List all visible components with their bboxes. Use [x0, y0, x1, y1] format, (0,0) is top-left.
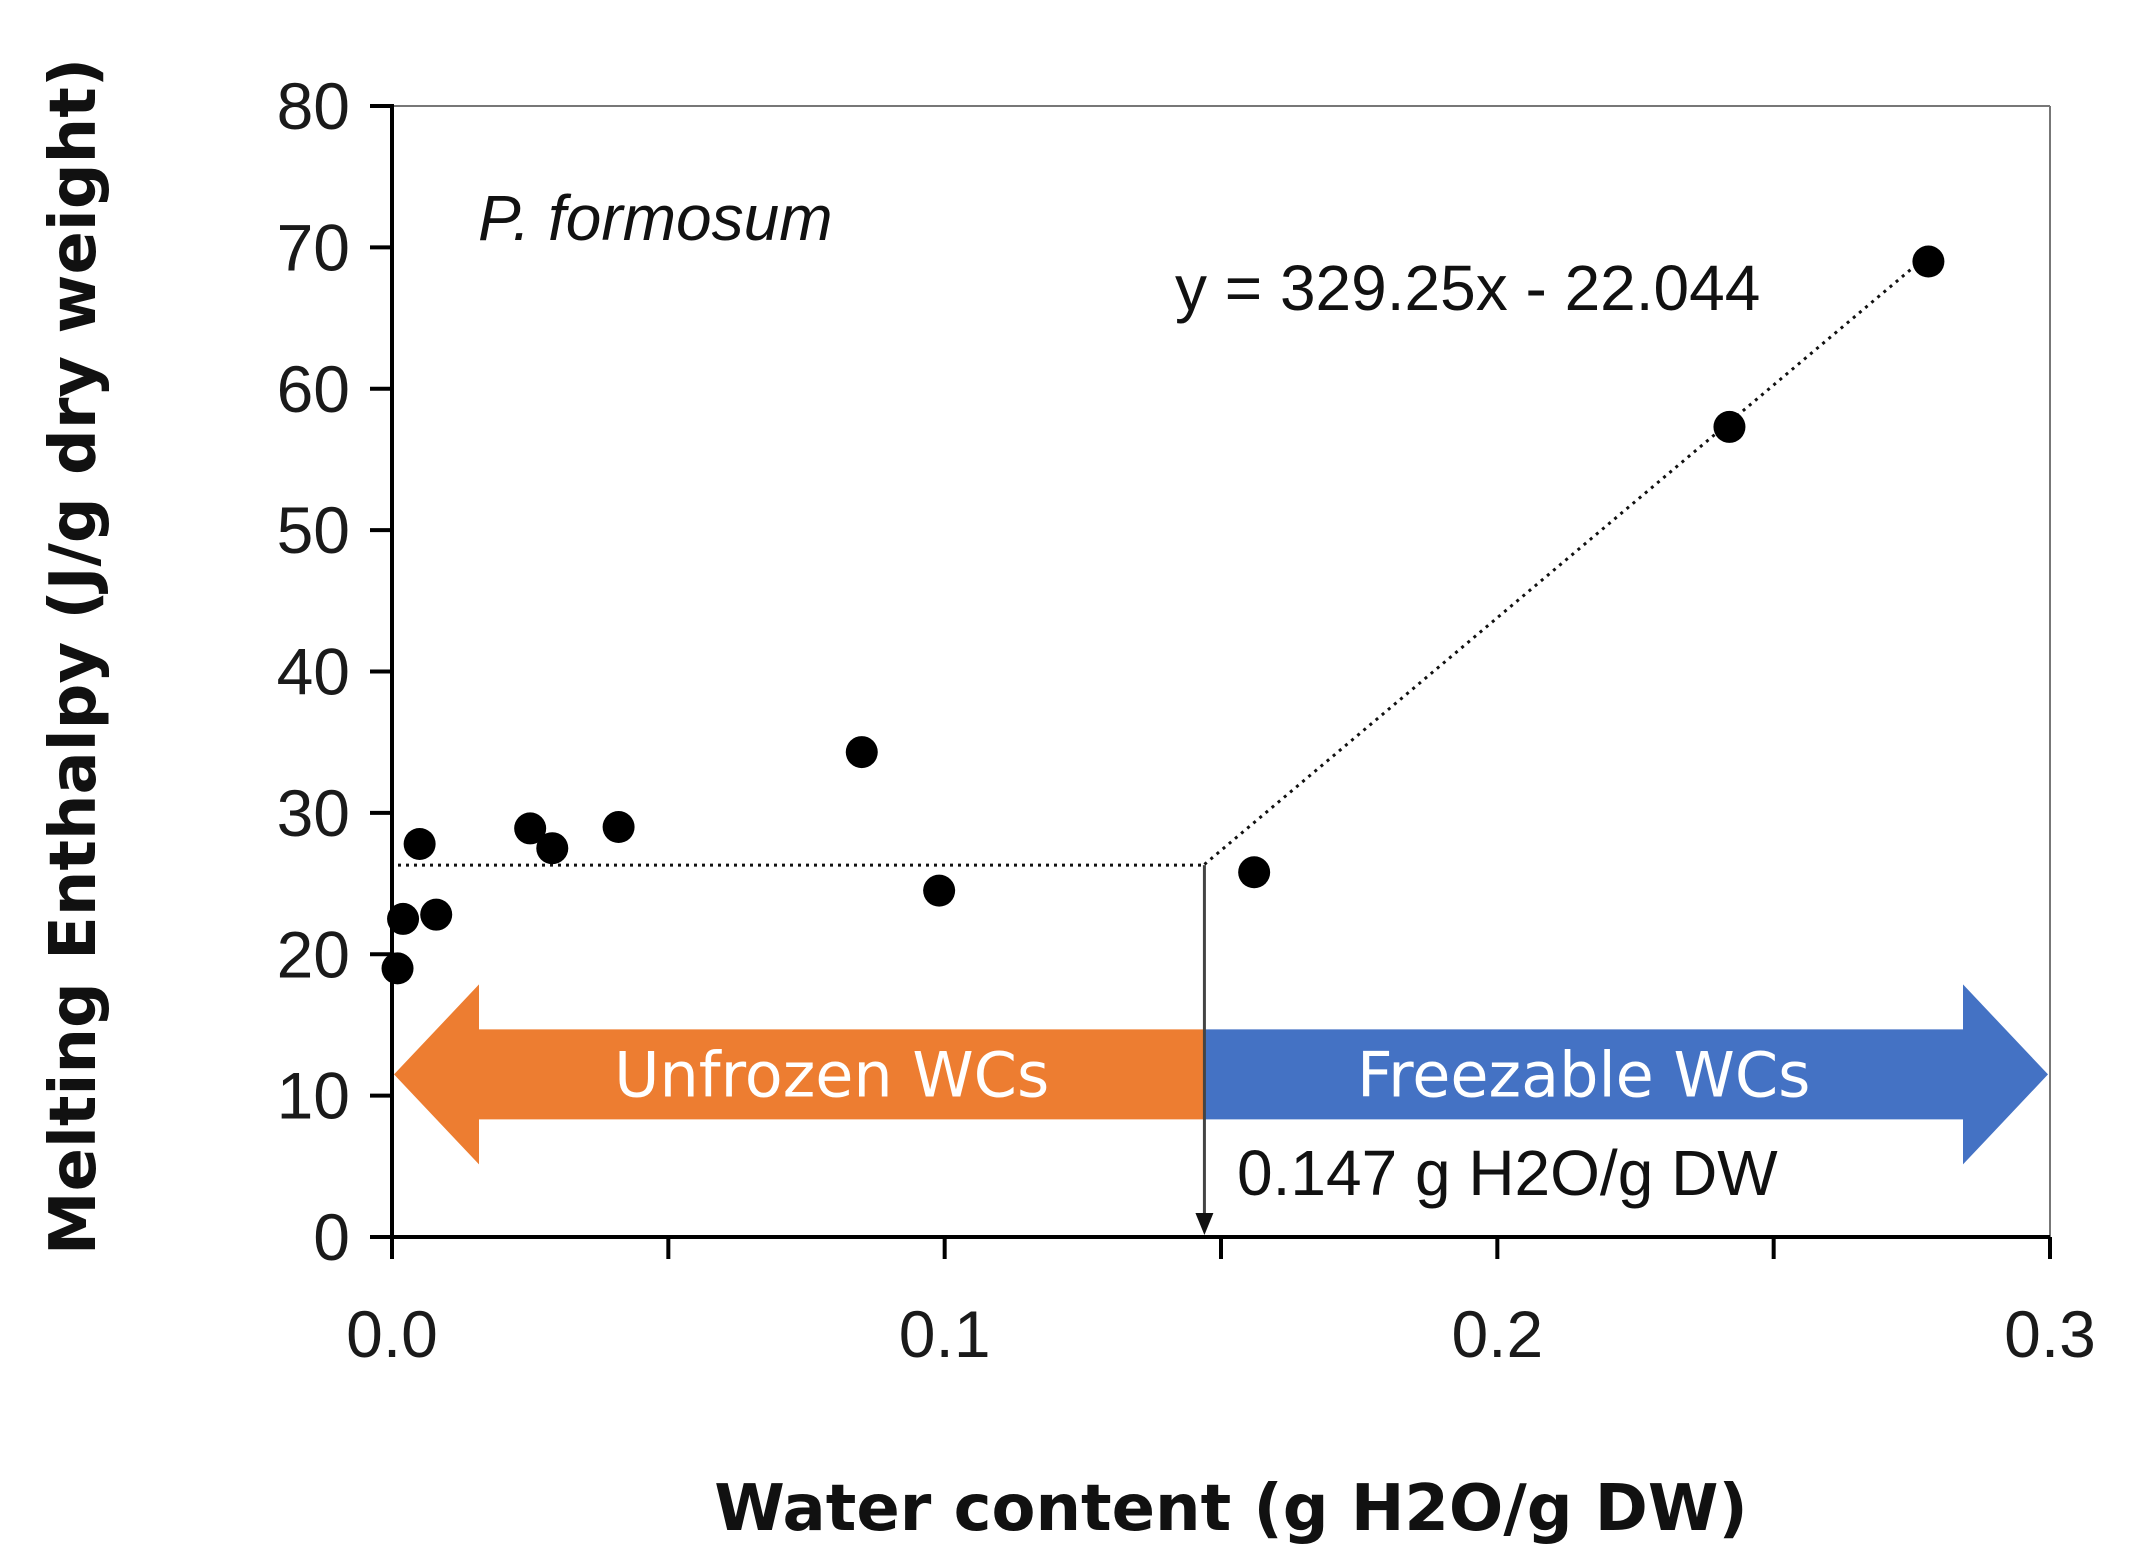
axis-ticks [370, 104, 2052, 1259]
threshold-arrowhead [1195, 1213, 1214, 1235]
y-tick-label: 60 [277, 352, 350, 426]
species-label: P. formosum [478, 182, 833, 254]
data-point [1912, 245, 1945, 278]
fit-lines [398, 253, 1930, 1235]
data-point [602, 811, 635, 844]
data-point [403, 827, 436, 860]
y-tick-label: 30 [277, 776, 350, 850]
y-tick-label: 40 [277, 635, 350, 709]
data-point [536, 832, 569, 865]
water-content-arrows: Unfrozen WCs Freezable WCs [394, 984, 2048, 1165]
data-point [514, 812, 547, 845]
y-tick-label: 70 [277, 210, 350, 284]
data-point [387, 902, 420, 935]
x-axis-title: Water content (g H2O/g DW) [714, 1472, 1748, 1546]
regression-line [1203, 253, 1930, 866]
y-tick-label: 10 [277, 1059, 350, 1133]
tick-labels: 0 10 20 30 40 50 60 70 80 0.0 0.1 0.2 0.3 [277, 69, 2096, 1371]
freezable-arrow [1204, 984, 2048, 1165]
y-tick-label: 50 [277, 493, 350, 567]
regression-equation: y = 329.25x - 22.044 [1175, 252, 1760, 324]
data-point [845, 736, 878, 769]
annotations: P. formosum y = 329.25x - 22.044 0.147 g… [37, 58, 1778, 1546]
y-axis-title: Melting Enthalpy (J/g dry weight) [37, 58, 111, 1255]
data-point [420, 898, 453, 931]
data-point [381, 952, 414, 985]
freezable-label: Freezable WCs [1357, 1038, 1810, 1111]
data-point [1713, 410, 1746, 443]
data-point [1238, 856, 1271, 889]
x-tick-label: 0.3 [2004, 1297, 2096, 1371]
y-tick-label: 20 [277, 917, 350, 991]
data-points [381, 245, 1945, 985]
x-tick-label: 0.0 [346, 1297, 438, 1371]
x-tick-label: 0.2 [1451, 1297, 1543, 1371]
threshold-label: 0.147 g H2O/g DW [1237, 1137, 1778, 1209]
unfrozen-arrow [394, 984, 1205, 1165]
y-tick-label: 80 [277, 69, 350, 143]
y-tick-label: 0 [313, 1200, 350, 1274]
unfrozen-label: Unfrozen WCs [614, 1038, 1049, 1111]
data-point [923, 874, 956, 907]
x-tick-label: 0.1 [899, 1297, 991, 1371]
